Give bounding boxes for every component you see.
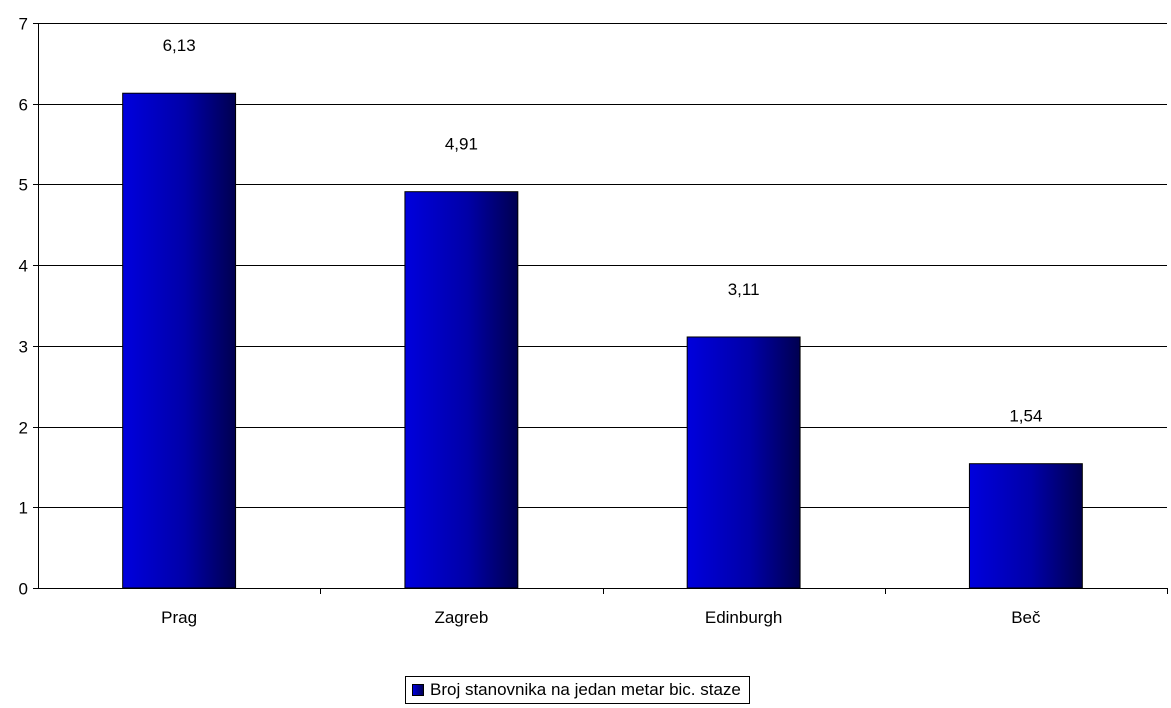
bars [122,92,1083,589]
y-tick-label: 0 [19,580,28,599]
y-axis-ticks: 0 1 2 3 4 5 6 7 [19,15,38,599]
x-axis-labels: Prag Zagreb Edinburgh Beč [161,608,1041,627]
y-tick-label: 5 [19,176,28,195]
bar [122,92,237,589]
axes [33,23,1168,594]
data-labels: 6,13 4,91 3,11 1,54 [163,36,1043,425]
x-tick-label: Zagreb [434,608,488,627]
x-tick-label: Edinburgh [705,608,783,627]
legend-label: Broj stanovnika na jedan metar bic. staz… [430,680,741,699]
y-tick-label: 6 [19,96,28,115]
data-label: 3,11 [728,280,760,299]
data-label: 6,13 [163,36,196,55]
x-tick-label: Prag [161,608,197,627]
bar [968,463,1083,589]
data-label: 4,91 [445,135,478,154]
bar [404,191,519,589]
bar [686,336,801,589]
legend-swatch [412,684,424,696]
data-label: 1,54 [1009,407,1042,426]
y-tick-label: 1 [19,499,28,518]
legend: Broj stanovnika na jedan metar bic. staz… [405,676,750,704]
y-tick-label: 2 [19,419,28,438]
y-tick-label: 4 [19,257,28,276]
y-tick-label: 7 [19,15,28,34]
y-tick-label: 3 [19,338,28,357]
x-tick-label: Beč [1011,608,1041,627]
